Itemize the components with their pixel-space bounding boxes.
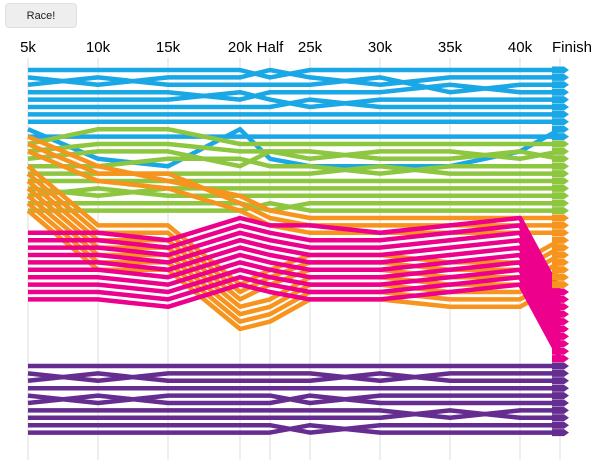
finish-marker-46 <box>552 399 569 407</box>
finish-marker-36 <box>552 325 569 333</box>
runner-line-4 <box>28 82 560 102</box>
finish-marker-25 <box>552 244 569 252</box>
x-tick-label: 5k <box>20 39 36 56</box>
finish-marker-7 <box>552 110 569 118</box>
finish-marker-47 <box>552 406 569 414</box>
x-tick-label: 20k <box>228 39 253 56</box>
runner-line-18 <box>27 186 560 199</box>
runner-line-40 <box>28 282 562 360</box>
finish-marker-29 <box>552 273 569 281</box>
finish-marker-14 <box>552 162 569 170</box>
runner-line-37 <box>28 260 562 338</box>
runner-line-30 <box>26 208 562 332</box>
runner-line-31 <box>28 215 562 294</box>
finish-marker-12 <box>552 147 569 155</box>
finish-marker-22 <box>552 221 569 229</box>
finish-marker-5 <box>552 96 569 104</box>
runner-line-43 <box>27 371 560 384</box>
finish-marker-26 <box>552 251 569 259</box>
finish-marker-2 <box>552 73 569 81</box>
runner-line-46 <box>27 393 560 406</box>
runner-line-39 <box>28 274 562 353</box>
runner-line-38 <box>28 267 562 345</box>
finish-marker-31 <box>552 288 569 296</box>
runner-line-34 <box>28 237 562 316</box>
finish-marker-34 <box>552 310 569 318</box>
finish-marker-21 <box>552 214 569 222</box>
finish-marker-41 <box>552 362 569 370</box>
finish-marker-39 <box>552 347 569 355</box>
finish-marker-9 <box>552 125 569 133</box>
runner-line-33 <box>28 230 562 308</box>
finish-marker-40 <box>552 355 569 363</box>
finish-marker-16 <box>552 177 569 185</box>
finish-marker-8 <box>552 118 569 126</box>
runner-line-29 <box>26 201 562 324</box>
x-tick-label: Half <box>257 39 285 56</box>
runner-line-25 <box>26 171 562 295</box>
x-tick-label: 30k <box>368 39 393 56</box>
grid-lines <box>27 58 561 460</box>
finish-marker-45 <box>552 392 569 400</box>
runner-line-50 <box>28 422 560 435</box>
finish-marker-10 <box>552 133 569 141</box>
race-button[interactable]: Race! <box>5 3 77 28</box>
finish-marker-44 <box>552 384 569 392</box>
runner-line-26 <box>26 179 562 302</box>
runner-line-23 <box>27 149 560 236</box>
finish-marker-17 <box>552 184 569 192</box>
x-tick-label: 15k <box>156 39 181 56</box>
finish-marker-49 <box>552 421 569 429</box>
runner-line-20 <box>28 200 560 213</box>
finish-marker-50 <box>552 429 569 437</box>
x-tick-label: 10k <box>86 39 111 56</box>
finish-marker-20 <box>552 207 569 215</box>
runner-line-13 <box>27 149 561 169</box>
finish-marker-37 <box>552 332 569 340</box>
finish-markers <box>552 66 569 437</box>
finish-marker-27 <box>552 258 569 266</box>
finish-marker-30 <box>552 281 569 289</box>
runner-line-24 <box>26 164 562 287</box>
runner-line-36 <box>28 252 562 331</box>
finish-marker-1 <box>552 66 569 74</box>
finish-marker-42 <box>552 369 569 377</box>
x-tick-label: 35k <box>438 39 463 56</box>
finish-marker-15 <box>552 170 569 178</box>
x-tick-label: 40k <box>508 39 533 56</box>
runner-line-35 <box>28 245 562 323</box>
finish-marker-18 <box>552 192 569 200</box>
x-tick-label: 25k <box>298 39 323 56</box>
runner-line-32 <box>28 223 562 301</box>
finish-marker-33 <box>552 303 569 311</box>
finish-marker-19 <box>552 199 569 207</box>
runner-line-6 <box>28 97 560 110</box>
finish-marker-3 <box>552 81 569 89</box>
finish-marker-4 <box>552 88 569 96</box>
finish-marker-24 <box>552 236 569 244</box>
finish-marker-43 <box>552 377 569 385</box>
runner-line-11 <box>27 126 560 147</box>
finish-marker-38 <box>552 340 569 348</box>
series-lines <box>26 67 562 435</box>
finish-marker-6 <box>552 103 569 111</box>
runner-line-48 <box>28 408 560 421</box>
finish-marker-23 <box>552 229 569 237</box>
runner-line-22 <box>27 141 560 228</box>
finish-marker-32 <box>552 295 569 303</box>
finish-marker-13 <box>552 155 569 163</box>
x-tick-label: Finish <box>552 39 592 56</box>
finish-marker-35 <box>552 318 569 326</box>
finish-marker-11 <box>552 140 569 148</box>
finish-marker-28 <box>552 266 569 274</box>
x-tick-labels: 5k 10k 15k 20k Half 25k 30k 35k 40k Finish <box>20 39 592 56</box>
finish-marker-48 <box>552 414 569 422</box>
runner-line-14 <box>28 156 560 176</box>
